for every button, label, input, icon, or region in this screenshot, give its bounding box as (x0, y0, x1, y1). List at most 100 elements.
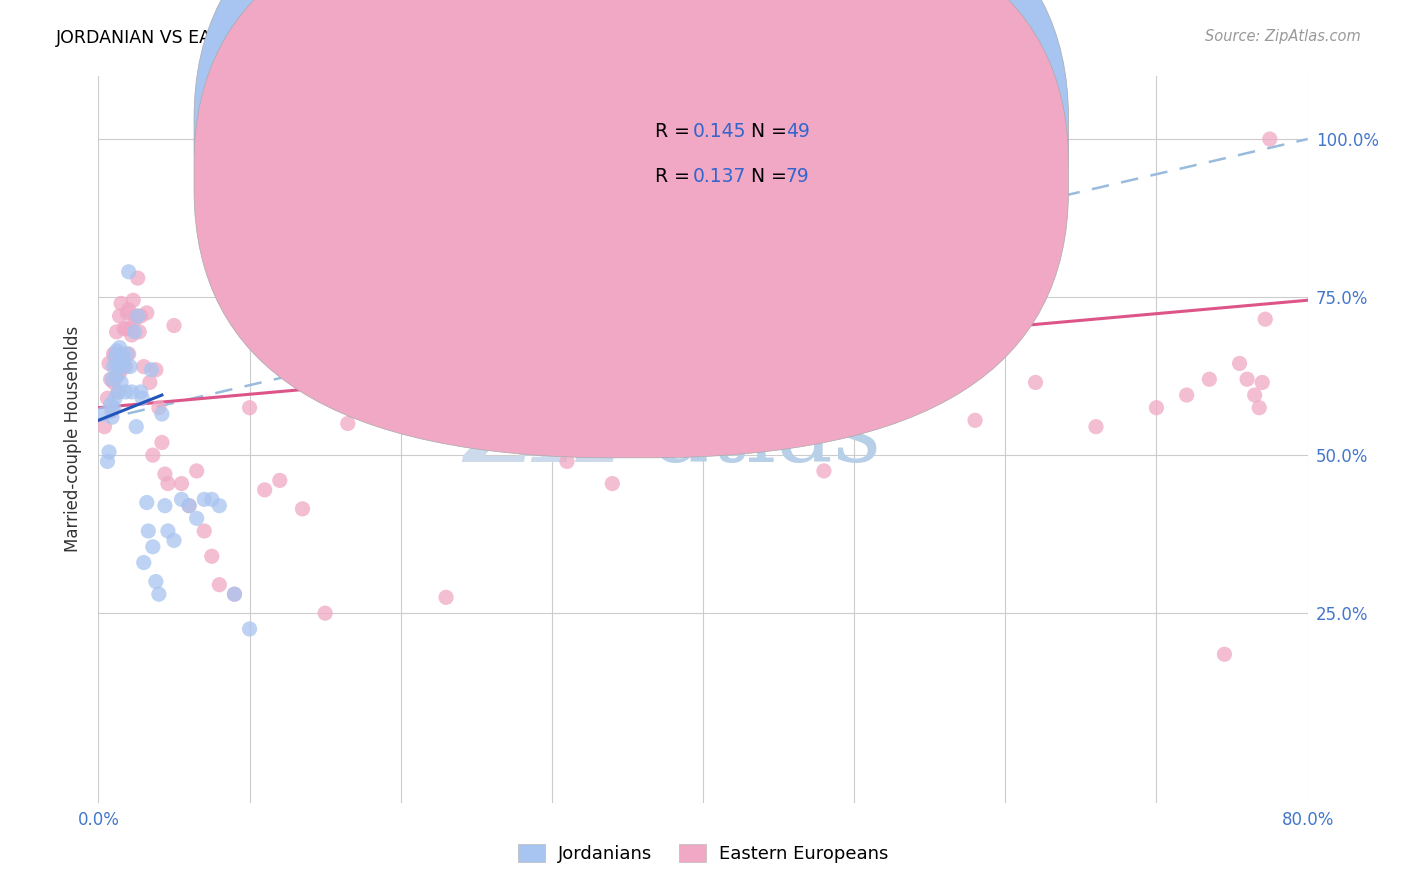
Text: 0.137: 0.137 (693, 168, 747, 186)
Point (1258, 132, 1281, 146)
Point (163, 318, 186, 333)
Point (96, 454, 118, 468)
Point (105, 369, 128, 384)
Point (1198, 372, 1220, 386)
Point (179, 499, 201, 513)
Point (135, 495, 157, 509)
Point (91, 407, 114, 421)
Text: Source: ZipAtlas.com: Source: ZipAtlas.com (1205, 29, 1361, 44)
Point (813, 464, 835, 478)
Point (132, 556, 155, 570)
Point (1024, 376, 1046, 390)
Point (472, 388, 495, 402)
Point (101, 372, 124, 386)
Point (104, 347, 127, 361)
Point (112, 321, 135, 335)
Y-axis label: Married-couple Households: Married-couple Households (65, 326, 83, 552)
Point (93, 419, 115, 434)
Text: R =: R = (655, 168, 696, 186)
Point (163, 533, 186, 548)
Point (131, 391, 153, 405)
Point (101, 410, 124, 425)
Point (1175, 388, 1198, 402)
Point (965, 413, 987, 427)
Point (125, 309, 148, 323)
Point (150, 435, 173, 450)
Text: ZIP: ZIP (464, 391, 648, 481)
Point (510, 435, 533, 450)
Point (118, 347, 141, 361)
Point (405, 369, 427, 384)
Point (136, 524, 159, 538)
Point (239, 401, 262, 415)
Point (115, 306, 138, 320)
Point (336, 417, 359, 431)
Point (145, 574, 167, 589)
Point (208, 499, 231, 513)
Point (201, 492, 224, 507)
Point (105, 343, 128, 358)
Point (186, 464, 208, 478)
Text: N =: N = (751, 122, 793, 141)
Point (100, 372, 122, 386)
Point (121, 384, 143, 399)
Point (1229, 356, 1251, 370)
Point (129, 309, 152, 323)
Point (107, 384, 129, 399)
Point (723, 413, 745, 427)
Point (114, 321, 136, 335)
Point (104, 391, 127, 405)
Point (111, 350, 134, 364)
Point (108, 309, 131, 323)
Legend: Jordanians, Eastern Europeans: Jordanians, Eastern Europeans (510, 837, 896, 870)
Point (555, 454, 578, 468)
Point (186, 511, 208, 525)
Point (367, 356, 389, 370)
Point (1249, 401, 1271, 415)
Text: atlas: atlas (652, 391, 882, 481)
Point (110, 376, 132, 390)
Point (239, 622, 262, 636)
Point (156, 476, 179, 491)
Point (111, 350, 134, 364)
Point (139, 376, 162, 390)
Point (156, 524, 179, 538)
Point (118, 265, 141, 279)
Point (125, 419, 148, 434)
Point (314, 606, 336, 620)
Point (291, 501, 314, 516)
Text: JORDANIAN VS EASTERN EUROPEAN MARRIED-COUPLE HOUSEHOLDS CORRELATION CHART: JORDANIAN VS EASTERN EUROPEAN MARRIED-CO… (56, 29, 856, 46)
Point (1254, 312, 1277, 326)
Point (107, 384, 129, 399)
Point (112, 359, 135, 374)
Point (115, 347, 138, 361)
Point (142, 448, 165, 462)
Point (434, 591, 457, 605)
Point (129, 384, 152, 399)
Point (103, 376, 125, 390)
Point (122, 293, 145, 308)
Point (1085, 419, 1108, 434)
Point (103, 359, 125, 374)
Point (110, 347, 132, 361)
Point (110, 296, 132, 310)
Point (148, 587, 170, 601)
Text: 79: 79 (786, 168, 810, 186)
Point (108, 356, 131, 370)
Point (224, 587, 246, 601)
Point (193, 492, 215, 507)
Point (153, 499, 176, 513)
Point (105, 325, 128, 339)
Point (107, 350, 129, 364)
Point (269, 474, 291, 488)
Point (1243, 388, 1265, 402)
Point (104, 350, 127, 364)
Point (103, 401, 125, 415)
Point (124, 325, 146, 339)
Point (1213, 647, 1236, 661)
Point (124, 312, 146, 326)
Point (114, 384, 136, 399)
Point (145, 363, 167, 377)
Point (108, 341, 131, 355)
Point (96, 391, 118, 405)
